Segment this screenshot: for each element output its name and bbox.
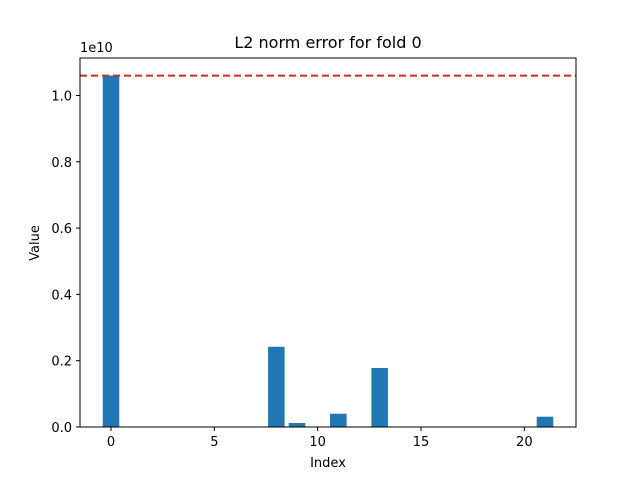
y-tick-label-3: 0.6 [51, 222, 72, 237]
y-tick-label-2: 0.4 [51, 288, 72, 303]
x-tick-label-15: 15 [413, 435, 430, 450]
bar-0 [102, 75, 120, 428]
y-tick-label-0: 0.0 [51, 421, 72, 436]
y-tick-label-4: 0.8 [51, 156, 72, 171]
chart-title: L2 norm error for fold 0 [234, 33, 421, 52]
y-offset-label: 1e10 [80, 41, 113, 56]
bar-21 [536, 416, 554, 427]
x-axis-label: Index [310, 456, 346, 471]
x-tick-label-0: 0 [107, 435, 115, 450]
plot-area [102, 75, 554, 428]
y-tick-label-5: 1.0 [51, 89, 72, 104]
bar-11 [330, 413, 347, 427]
y-axis-ticks: 0.0 0.2 0.4 0.6 0.8 1.0 [51, 89, 80, 436]
x-tick-label-20: 20 [516, 435, 533, 450]
y-axis-label: Value [28, 225, 43, 261]
y-tick-label-1: 0.2 [51, 355, 72, 370]
x-tick-label-5: 5 [210, 435, 218, 450]
bar-13 [371, 367, 388, 427]
bar-9 [288, 423, 306, 427]
x-tick-label-10: 10 [309, 435, 326, 450]
bar-8 [268, 346, 285, 427]
x-axis-ticks: 0 5 10 15 20 [107, 427, 533, 450]
plot-frame [79, 57, 577, 428]
